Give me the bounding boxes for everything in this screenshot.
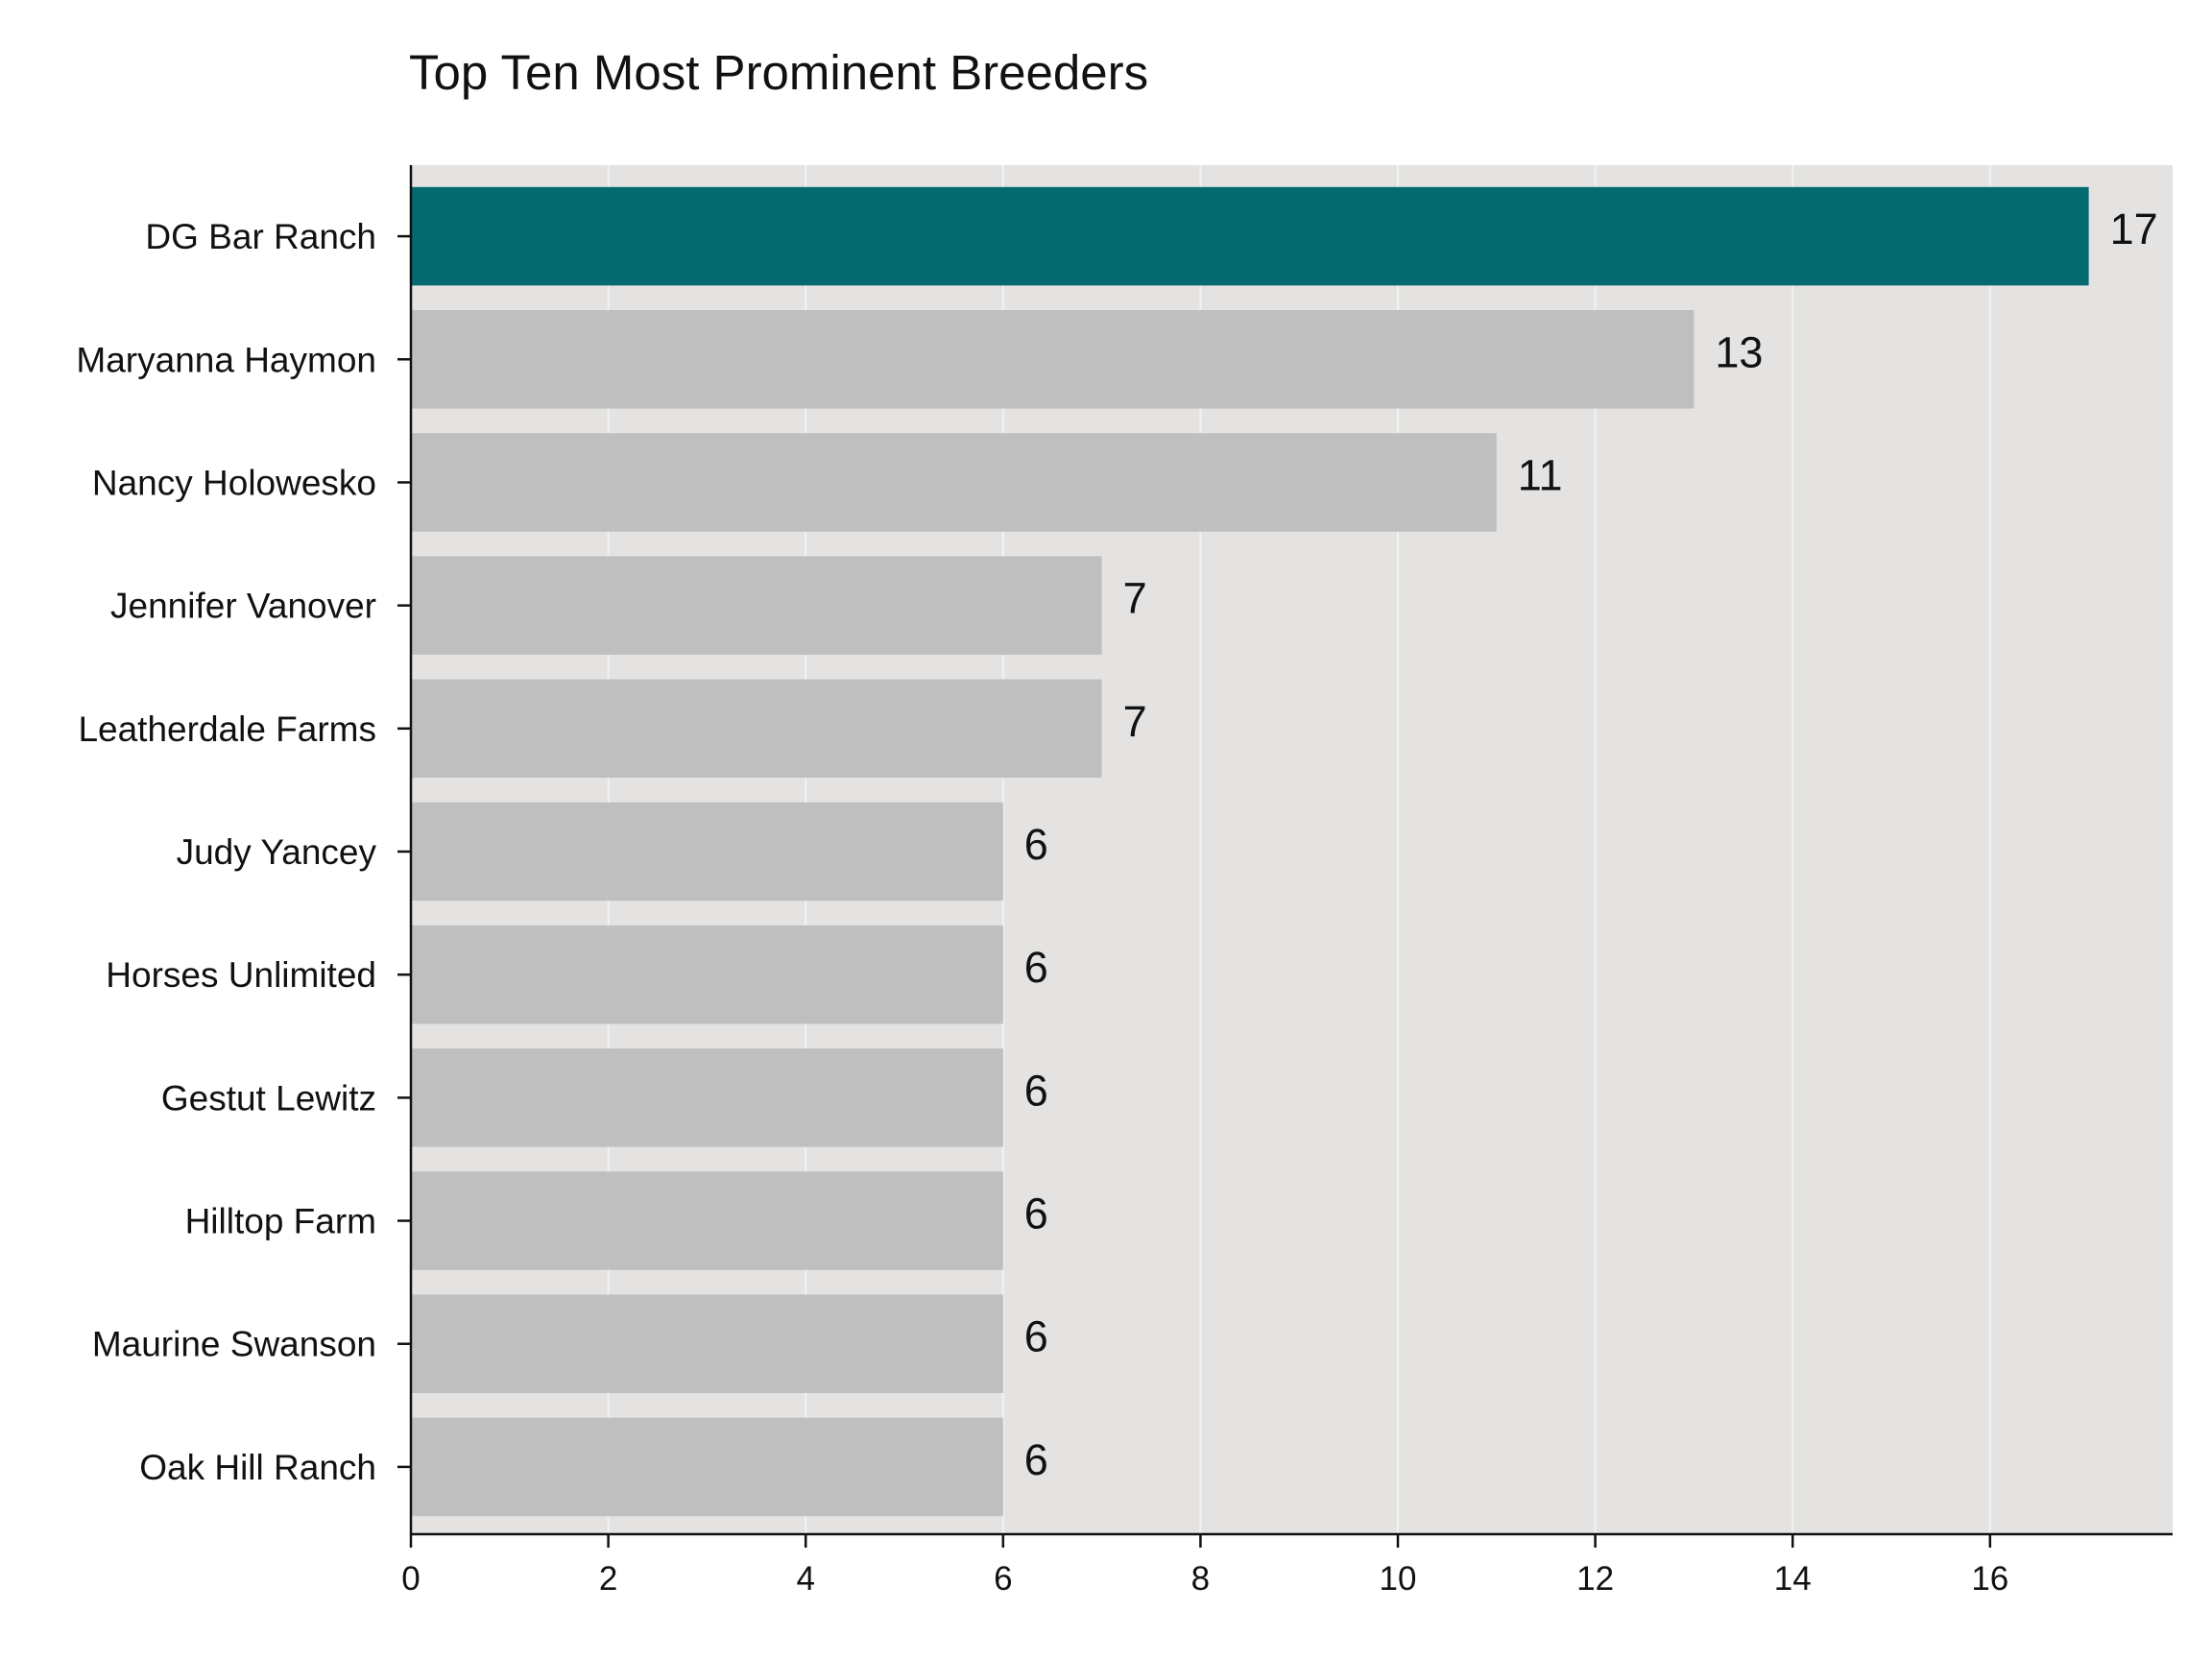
axes: 0 2 4 6 8 10 12 14 16 DG Bar Ranch Maryanna Haymon… — [76, 165, 2173, 1598]
data-label-7: 6 — [1024, 1066, 1048, 1115]
category-label-4: Leatherdale Farms — [78, 709, 376, 749]
data-label-3: 7 — [1123, 574, 1147, 623]
x-tick-label-12: 12 — [1576, 1560, 1614, 1598]
x-tick-label-8: 8 — [1191, 1560, 1210, 1598]
category-label-5: Judy Yancey — [177, 832, 377, 872]
category-label-7: Gestut Lewitz — [161, 1078, 376, 1118]
x-tick-label-16: 16 — [1971, 1560, 2008, 1598]
x-tick-label-6: 6 — [994, 1560, 1012, 1598]
bar-4 — [411, 679, 1102, 779]
category-label-6: Horses Unlimited — [106, 955, 376, 995]
x-tick-label-0: 0 — [401, 1560, 420, 1598]
x-tick-label-10: 10 — [1380, 1560, 1417, 1598]
bar-0 — [411, 186, 2089, 286]
category-label-8: Hilltop Farm — [185, 1202, 376, 1241]
category-label-3: Jennifer Vanover — [110, 587, 376, 626]
bar-8 — [411, 1171, 1003, 1270]
bar-5 — [411, 802, 1003, 902]
category-label-9: Maurine Swanson — [92, 1325, 376, 1364]
data-label-4: 7 — [1123, 697, 1147, 746]
data-label-8: 6 — [1024, 1190, 1048, 1238]
data-labels: 17 13 11 7 7 6 6 6 6 6 6 — [1024, 204, 2158, 1484]
data-label-1: 13 — [1715, 327, 1763, 376]
data-label-10: 6 — [1024, 1435, 1048, 1484]
chart-title: Top Ten Most Prominent Breeders — [409, 45, 1149, 100]
bar-10 — [411, 1417, 1003, 1517]
bar-1 — [411, 310, 1695, 409]
data-label-6: 6 — [1024, 943, 1048, 992]
x-tick-label-14: 14 — [1774, 1560, 1812, 1598]
data-label-0: 17 — [2110, 204, 2158, 253]
bar-7 — [411, 1048, 1003, 1147]
x-tick-label-2: 2 — [599, 1560, 617, 1598]
bar-6 — [411, 925, 1003, 1024]
category-label-0: DG Bar Ranch — [145, 217, 376, 256]
data-label-9: 6 — [1024, 1312, 1048, 1361]
x-tick-label-4: 4 — [796, 1560, 814, 1598]
data-label-5: 6 — [1024, 820, 1048, 869]
bars — [411, 186, 2089, 1517]
bar-2 — [411, 433, 1497, 532]
bar-9 — [411, 1294, 1003, 1393]
category-label-2: Nancy Holowesko — [92, 463, 376, 502]
category-label-1: Maryanna Haymon — [76, 340, 376, 379]
data-label-2: 11 — [1518, 450, 1563, 499]
bar-3 — [411, 556, 1102, 655]
category-label-10: Oak Hill Ranch — [139, 1448, 376, 1487]
